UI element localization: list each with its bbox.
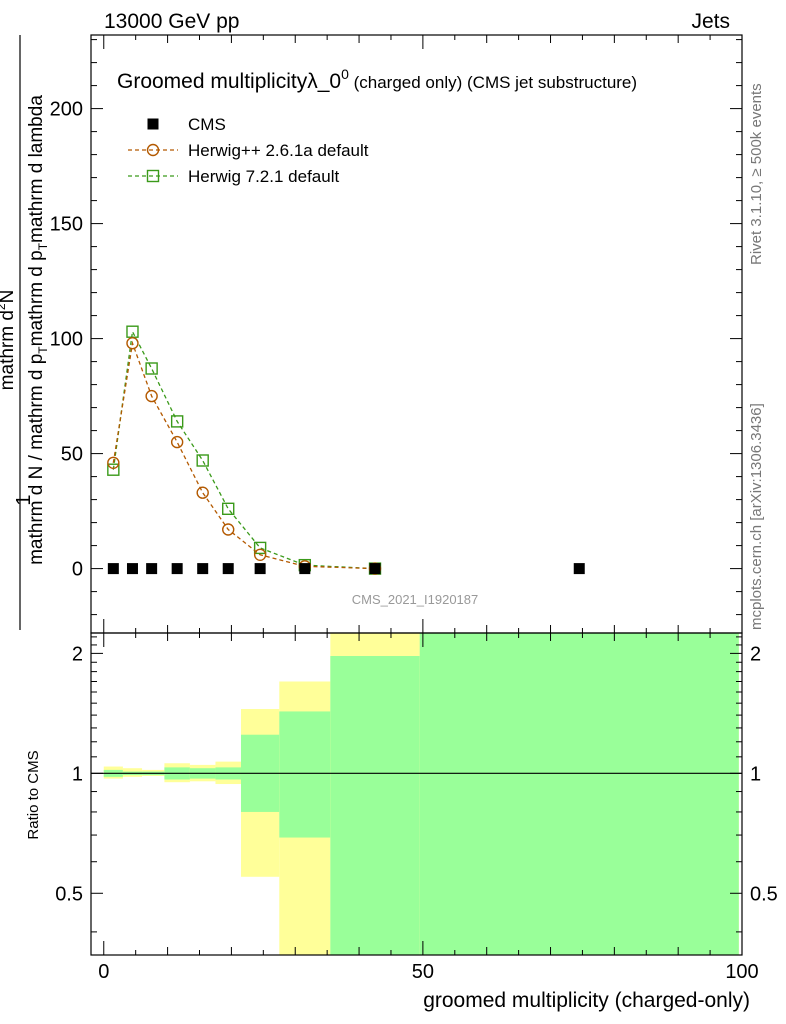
ratio-ytick-label-right: 1	[750, 763, 761, 785]
legend-entry-0: CMS	[147, 115, 226, 134]
y-label-top: mathrm d	[0, 310, 18, 390]
series-layer	[107, 325, 585, 575]
y-label-den-main: mathrm d N / mathrm d p	[26, 354, 47, 565]
series-2	[107, 325, 382, 575]
data-point	[369, 563, 381, 575]
ratio-axis-ticks	[91, 633, 743, 955]
ratio-ytick-label-right: 0.5	[750, 883, 778, 905]
y-label-top-end: N	[0, 290, 18, 304]
ratio-ytick-label: 0.5	[55, 883, 83, 905]
series-line	[112, 329, 376, 570]
header-process: Jets	[691, 10, 730, 33]
legend: CMS Herwig++ 2.6.1a default Herwig 7.2.1 d…	[128, 115, 369, 186]
plot-title-rest: (charged only) (CMS jet substructure)	[349, 73, 637, 92]
x-tick-label: 50	[412, 961, 434, 983]
data-point	[107, 456, 120, 469]
ratio-band-green-9	[419, 633, 739, 955]
y-label-den-tail: mathrm d p	[26, 250, 47, 346]
svg-text:mathrm d N / mathrm d pTmathrm: mathrm d N / mathrm d pTmathrm d pTmathr…	[26, 95, 50, 565]
y-label-den-sub2: T	[36, 242, 50, 250]
main-axis-ticks	[91, 35, 743, 633]
data-point	[197, 563, 209, 575]
data-point	[126, 563, 138, 575]
ratio-plot: 0.5 0.5 1 1 2 2 0 50 100 Ratio to CMS groomed m…	[25, 632, 778, 1012]
x-axis-label: groomed multiplicity (charged-only)	[423, 989, 750, 1012]
data-point	[146, 143, 160, 157]
data-point	[196, 454, 209, 467]
y-label-den-sub: T	[36, 346, 50, 354]
plot-title-sup: 0	[341, 66, 349, 82]
series-line	[112, 340, 376, 570]
ratio-ytick-label-right: 2	[750, 643, 761, 665]
data-point	[573, 563, 585, 575]
data-point	[170, 415, 184, 428]
data-point	[254, 563, 266, 575]
ratio-y-label: Ratio to CMS	[25, 750, 42, 839]
mcplots-label: mcplots.cern.ch [arXiv:1306.3436]	[748, 403, 765, 630]
plot-title: Groomed multiplicityλ_00 (charged only) …	[117, 66, 637, 93]
x-tick-labels: 0 50 100	[98, 961, 758, 983]
legend-entry-2: Herwig 7.2.1 default	[128, 167, 339, 186]
data-point	[222, 523, 235, 536]
data-point	[196, 486, 209, 499]
data-point	[146, 169, 160, 183]
series-1	[107, 337, 382, 575]
data-point	[253, 541, 267, 555]
data-point	[222, 502, 235, 515]
main-ytick-label: 100	[50, 329, 83, 351]
ratio-frame	[90, 632, 743, 956]
legend-label: Herwig 7.2.1 default	[188, 167, 339, 186]
data-point	[170, 435, 184, 449]
y-label-den-end: mathrm d lambda	[26, 95, 47, 243]
data-point	[126, 337, 139, 350]
data-point	[146, 563, 158, 575]
data-point	[171, 563, 183, 575]
main-ytick-label: 50	[61, 444, 83, 466]
ratio-band-green-8	[330, 655, 420, 955]
data-point	[222, 563, 234, 575]
main-y-tick-labels: 0 50 100 150 200	[50, 99, 83, 581]
ratio-ytick-label: 1	[72, 763, 83, 785]
data-point	[147, 118, 159, 130]
main-plot: 0 50 100 150 200 CMS_2021_I1920187 Groomed m…	[50, 34, 743, 634]
main-ytick-label: 0	[72, 559, 83, 581]
legend-entry-1: Herwig++ 2.6.1a default	[128, 141, 369, 160]
data-point	[145, 389, 158, 403]
x-tick-label: 0	[98, 961, 109, 983]
ratio-band-green-7	[279, 711, 331, 838]
x-tick-label: 100	[725, 961, 758, 983]
svg-text:mathrm d2N: mathrm d2N	[0, 290, 18, 391]
data-point	[253, 548, 267, 561]
rivet-label: Rivet 3.1.10, ≥ 500k events	[748, 83, 765, 265]
ratio-bands	[91, 633, 742, 955]
legend-label: Herwig++ 2.6.1a default	[188, 141, 369, 160]
legend-label: CMS	[188, 115, 226, 134]
data-point	[107, 463, 120, 476]
ratio-y-tick-labels: 0.5 0.5 1 1 2 2	[55, 643, 778, 905]
plot-title-main: Groomed multiplicityλ_0	[117, 70, 341, 93]
series-0	[107, 563, 585, 575]
data-point	[145, 362, 158, 375]
watermark: CMS_2021_I1920187	[352, 592, 479, 607]
y-label-numerator: 1	[13, 494, 35, 505]
main-ytick-label: 200	[50, 99, 83, 121]
main-ytick-label: 150	[50, 214, 83, 236]
ratio-ytick-label: 2	[72, 643, 83, 665]
data-point	[299, 563, 311, 575]
y-label-top-sup: 2	[0, 303, 8, 310]
data-point	[107, 563, 119, 575]
main-y-label: 1 mathrm d2N mathrm d N / mathrm d pTmat…	[0, 35, 50, 630]
header-energy: 13000 GeV pp	[104, 10, 239, 33]
